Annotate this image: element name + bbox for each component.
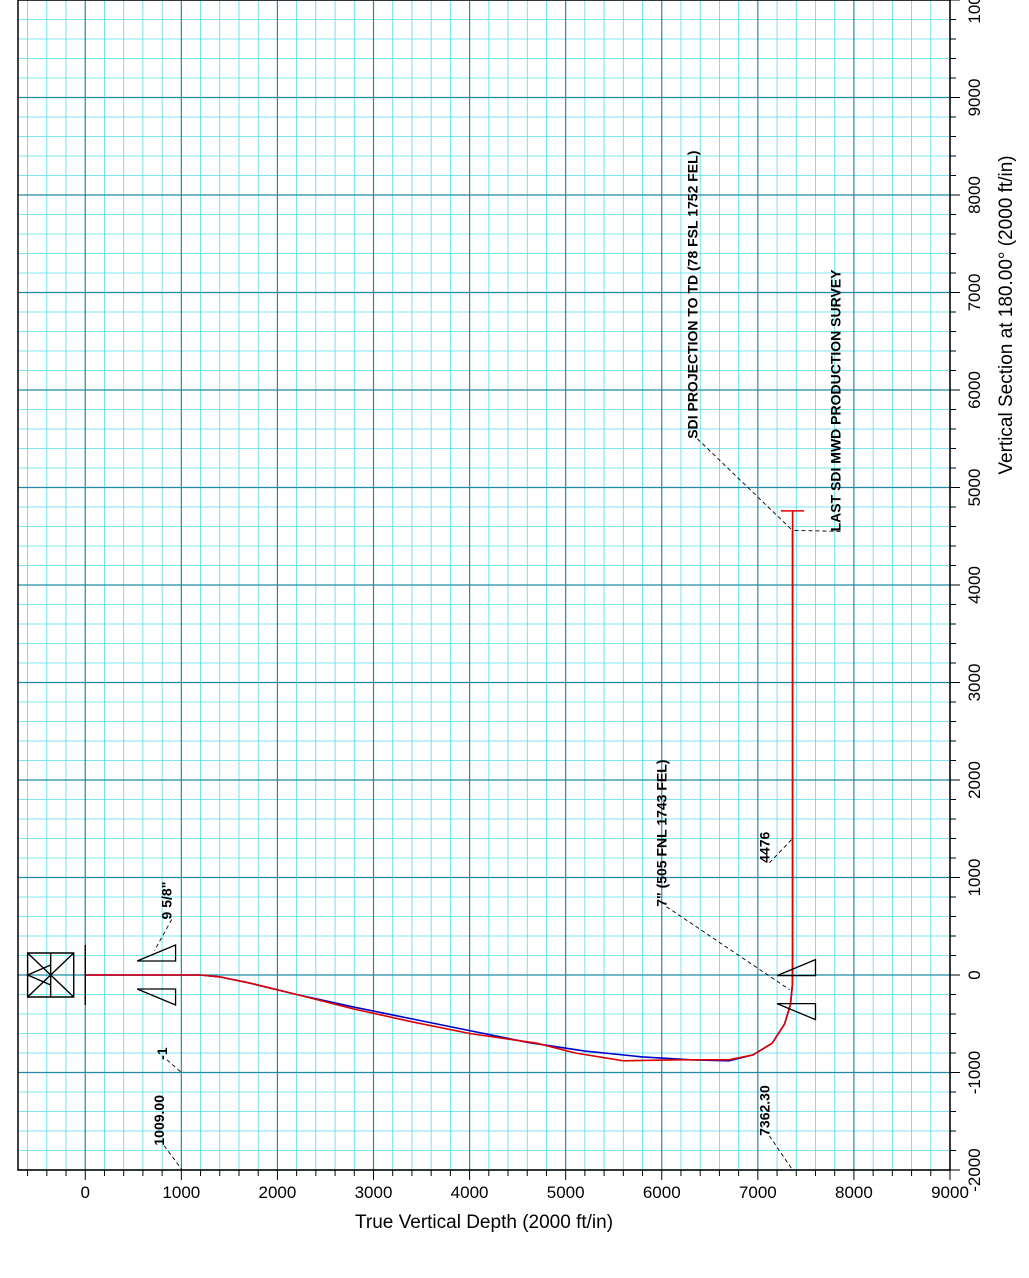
y-tick-label: 1000: [162, 1183, 200, 1202]
y-tick-label: 2000: [259, 1183, 297, 1202]
x-tick-label: 3000: [965, 664, 984, 702]
rig-symbol: [25, 952, 75, 998]
x-tick-label: 6000: [965, 371, 984, 409]
annotation-leader: [793, 529, 841, 532]
series-line-2: [85, 510, 794, 1062]
annotation-leader: [666, 906, 790, 990]
y-tick-label: 9000: [931, 1183, 969, 1202]
x-tick-label: 9000: [965, 79, 984, 117]
x-tick-labels: -2000 -1000 0 1000 2000 3000 4000 5000 6000 7000 8…: [965, 0, 984, 1192]
annotation-leader: [166, 1059, 182, 1073]
annotation-label: 1009.00: [151, 1095, 167, 1146]
x-tick-label: 4000: [965, 566, 984, 604]
annotation-leader: [696, 438, 793, 531]
annotation-label: SDI PROJECTION TO TD (78 FSL 1752 FEL): [684, 151, 700, 439]
y-axis-title: True Vertical Depth (2000 ft/in): [355, 1212, 613, 1233]
x-tick-label: 10000: [965, 0, 984, 24]
annotation-label: LAST SDI MWD PRODUCTION SURVEY: [827, 269, 843, 532]
x-tick-label: -2000: [965, 1148, 984, 1191]
major-grid: [18, 0, 951, 1171]
annotation-leader: [163, 1145, 183, 1171]
annotation-leader: [154, 919, 173, 951]
x-tick-label: 8000: [965, 176, 984, 214]
x-tick-label: 7000: [965, 274, 984, 312]
well-symbols: [25, 510, 817, 1021]
y-tick-label: 6000: [643, 1183, 681, 1202]
annotations: 9 5/8" 1009.00 -1 7" (505 FNL 1743 FEL) 4476…: [151, 151, 843, 1171]
y-tick-label: 0: [81, 1183, 90, 1202]
y-tick-label: 7000: [739, 1183, 777, 1202]
y-tick-label: 8000: [835, 1183, 873, 1202]
annotation-leader: [769, 838, 793, 864]
series-layer: [85, 510, 794, 1062]
y-tick-label: 3000: [355, 1183, 393, 1202]
casing-shoe-7: [776, 958, 817, 1021]
casing-shoe-9-5-8: [136, 944, 177, 1006]
annotation-label: 7" (505 FNL 1743 FEL): [654, 760, 670, 907]
x-axis-title: Vertical Section at 180.00° (2000 ft/in): [996, 155, 1017, 474]
y-tick-labels: 0 1000 2000 3000 4000 5000 6000 7000 8000 9000: [81, 1183, 969, 1202]
annotation-label: 7362.30: [756, 1085, 772, 1136]
x-tick-label: 2000: [965, 761, 984, 799]
annotation-label: 4476: [756, 832, 772, 863]
x-tick-label: -1000: [965, 1051, 984, 1094]
x-tick-label: 1000: [965, 859, 984, 897]
rotated-plot-area: -2000 -1000 0 1000 2000 3000 4000 5000 6000 7000 8…: [17, 0, 1017, 1233]
annotation-label: 9 5/8": [159, 882, 175, 920]
y-tick-label: 4000: [451, 1183, 489, 1202]
annotation-label: -1: [154, 1047, 170, 1060]
y-tick-label: 5000: [547, 1183, 585, 1202]
axis-ticks: [27, 0, 960, 1180]
x-tick-label: 5000: [965, 469, 984, 507]
x-tick-label: 0: [965, 970, 984, 979]
